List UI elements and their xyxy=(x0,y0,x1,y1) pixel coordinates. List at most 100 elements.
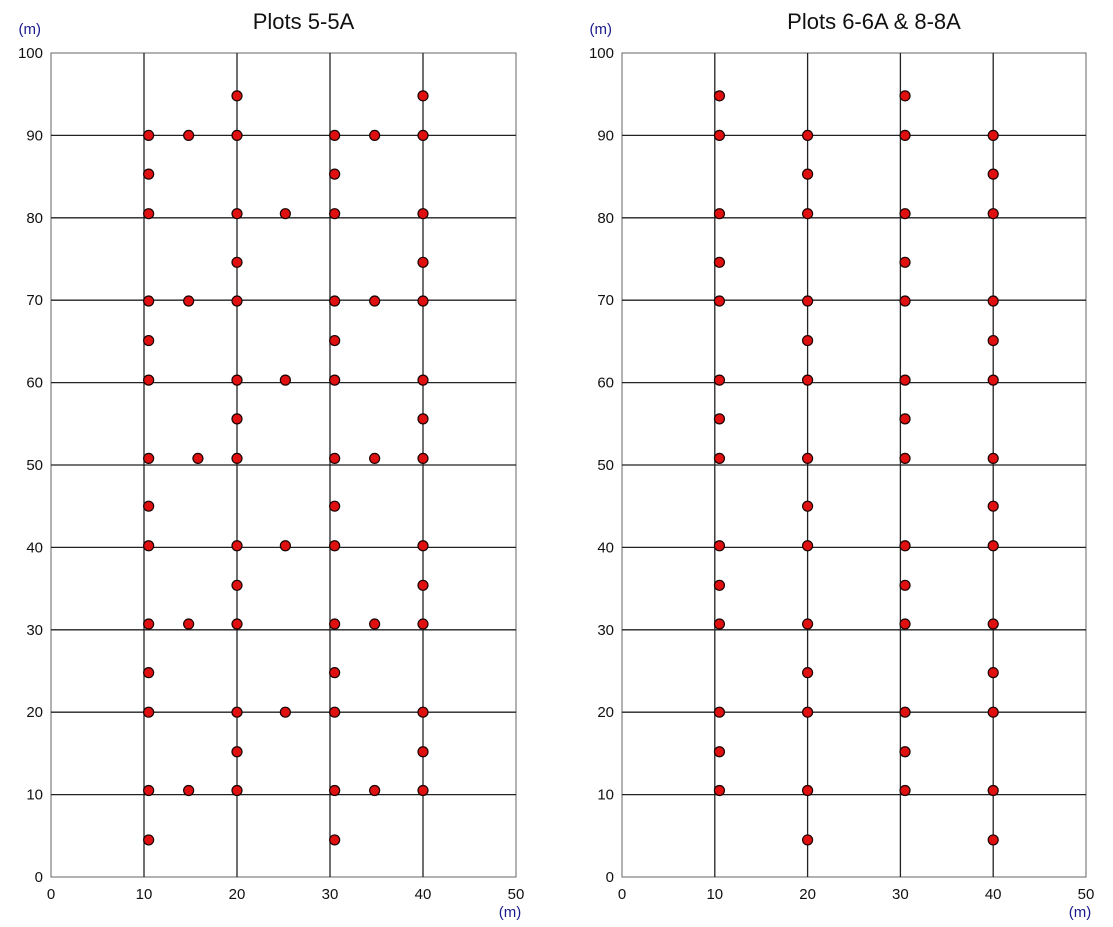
x-tick-label: 10 xyxy=(706,886,723,903)
data-point xyxy=(143,540,155,552)
y-tick-label: 100 xyxy=(18,45,43,62)
data-point xyxy=(143,618,155,630)
data-point xyxy=(369,618,381,630)
y-axis-unit: (m) xyxy=(19,21,42,38)
data-point xyxy=(369,295,381,307)
data-point xyxy=(801,208,814,220)
data-point xyxy=(183,618,195,630)
data-point xyxy=(143,452,155,465)
data-point xyxy=(417,256,429,268)
y-tick-label: 100 xyxy=(589,45,614,62)
y-tick-label: 80 xyxy=(597,210,614,227)
data-point xyxy=(279,540,291,552)
data-point xyxy=(899,256,911,268)
x-tick-label: 0 xyxy=(618,886,626,903)
y-tick-label: 70 xyxy=(26,292,43,309)
x-tick-label: 40 xyxy=(985,886,1002,903)
data-point xyxy=(417,746,429,758)
data-point xyxy=(231,295,243,307)
data-point xyxy=(417,579,429,591)
y-tick-label: 20 xyxy=(26,704,43,721)
y-tick-label: 40 xyxy=(26,539,43,556)
data-point xyxy=(987,452,999,465)
data-point xyxy=(801,334,814,347)
data-point xyxy=(369,129,381,141)
y-tick-label: 10 xyxy=(597,787,614,804)
data-point xyxy=(899,129,911,141)
data-point xyxy=(231,208,243,220)
data-point xyxy=(143,334,155,347)
data-point xyxy=(417,129,429,141)
data-point xyxy=(987,208,999,220)
data-point xyxy=(192,452,204,465)
data-point xyxy=(143,208,155,220)
data-point xyxy=(329,374,341,386)
chart-1: 0 10 20 30 40 50 60 70 80 90 100 0 10 20 30 40 50 Plots 5… xyxy=(18,9,524,921)
data-point xyxy=(417,295,429,307)
data-point xyxy=(987,168,999,180)
data-point xyxy=(329,784,341,797)
data-point xyxy=(143,500,155,512)
data-point xyxy=(183,129,195,141)
data-point xyxy=(987,129,999,141)
x-axis-unit: (m) xyxy=(1069,904,1092,921)
data-point xyxy=(899,579,911,591)
data-point xyxy=(143,784,155,797)
data-point xyxy=(899,784,911,797)
y-axis-unit: (m) xyxy=(590,21,613,38)
y-tick-label: 60 xyxy=(26,375,43,392)
x-tick-label: 20 xyxy=(799,886,816,903)
data-point xyxy=(231,746,243,758)
y-tick-label: 90 xyxy=(26,127,43,144)
data-point xyxy=(801,168,814,180)
data-point xyxy=(143,374,155,386)
data-point xyxy=(801,618,814,630)
data-point xyxy=(713,256,726,268)
data-point xyxy=(183,784,195,797)
data-point xyxy=(329,667,341,679)
data-point xyxy=(329,129,341,141)
y-tick-label: 10 xyxy=(26,787,43,804)
y-tick-label: 0 xyxy=(606,869,614,886)
data-point xyxy=(713,784,726,797)
data-point xyxy=(329,334,341,347)
y-tick-label: 0 xyxy=(35,869,43,886)
data-point xyxy=(417,90,429,102)
chart-2: 0 10 20 30 40 50 60 70 80 90 100 0 10 20 30 40 50 Plots 6… xyxy=(589,9,1094,921)
y-tick-label: 30 xyxy=(26,622,43,639)
x-tick-label: 30 xyxy=(892,886,909,903)
data-point xyxy=(143,834,155,846)
x-tick-label: 50 xyxy=(508,886,525,903)
data-point xyxy=(231,618,243,630)
data-point xyxy=(713,295,726,307)
x-tick-label: 50 xyxy=(1078,886,1095,903)
data-point xyxy=(231,256,243,268)
data-point xyxy=(279,706,291,718)
data-point xyxy=(987,540,999,552)
data-point xyxy=(899,90,911,102)
data-point xyxy=(987,706,999,718)
data-point xyxy=(329,618,341,630)
data-point xyxy=(899,452,911,465)
data-point xyxy=(329,540,341,552)
data-point xyxy=(713,706,726,718)
data-point xyxy=(713,618,726,630)
x-tick-label: 30 xyxy=(322,886,339,903)
data-point xyxy=(899,618,911,630)
data-point xyxy=(987,295,999,307)
data-point xyxy=(987,500,999,512)
data-point xyxy=(899,374,911,386)
data-point xyxy=(417,618,429,630)
data-point xyxy=(987,618,999,630)
chart-title: Plots 6-6A & 8-8A xyxy=(787,9,961,34)
data-point xyxy=(329,168,341,180)
y-tick-label: 50 xyxy=(26,457,43,474)
data-point xyxy=(987,784,999,797)
data-point xyxy=(417,784,429,797)
data-point xyxy=(143,129,155,141)
data-point xyxy=(713,208,726,220)
data-point xyxy=(713,540,726,552)
y-tick-label: 50 xyxy=(597,457,614,474)
data-point xyxy=(987,334,999,347)
data-point xyxy=(801,500,814,512)
